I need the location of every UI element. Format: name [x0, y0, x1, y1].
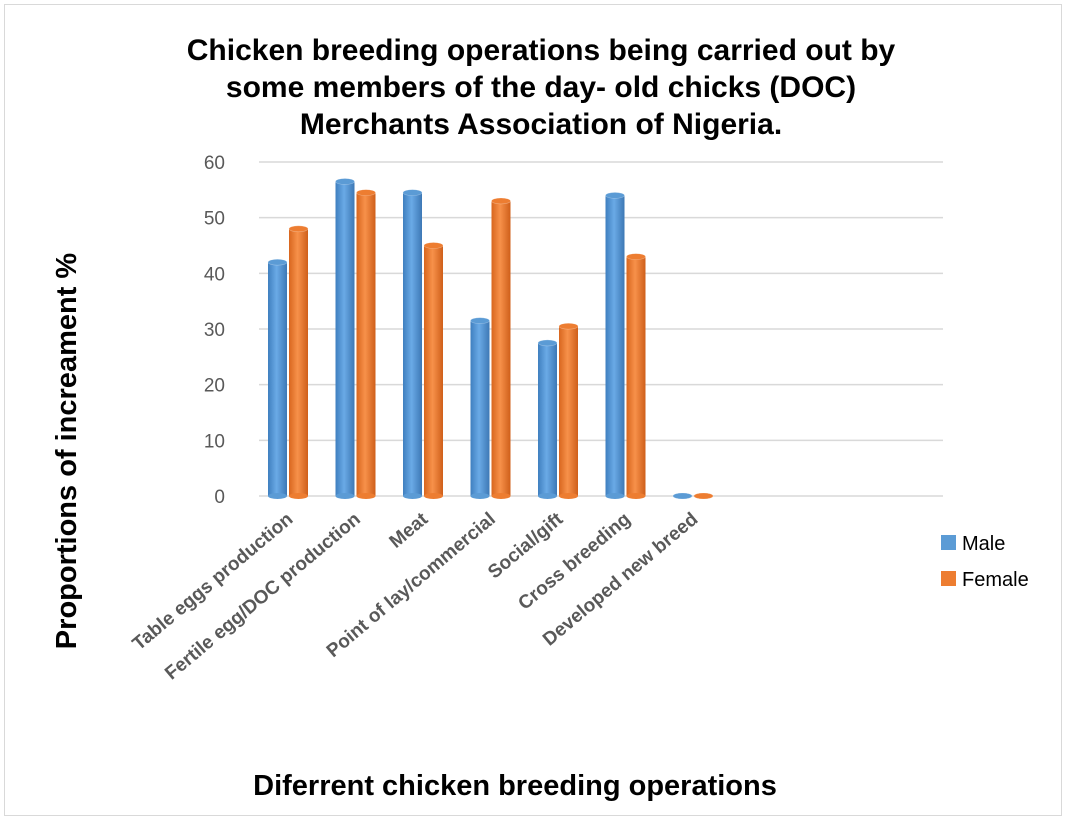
bar-male-6 [672, 492, 693, 500]
bar-male-0 [267, 258, 288, 499]
legend-swatch-male [941, 535, 956, 550]
chart-title: Chicken breeding operations being carrie… [187, 34, 896, 141]
legend-item-female: Female [941, 569, 1029, 591]
x-tick-label: Cross breeding [514, 509, 634, 615]
bar-male-4 [537, 339, 558, 499]
y-tick-label: 60 [204, 153, 225, 174]
bar-female-0 [288, 225, 309, 499]
y-axis-ticks: 0 10 20 30 40 50 60 [204, 153, 225, 508]
legend-item-male: Male [941, 533, 1005, 555]
chart-title-line-2: some members of the day- old chicks (DOC… [226, 71, 856, 104]
bar-male-5 [605, 192, 625, 499]
bar-female-1 [356, 189, 376, 499]
y-tick-label: 50 [204, 209, 225, 230]
chart-title-line-1: Chicken breeding operations being carrie… [187, 34, 896, 67]
bar-female-4 [558, 322, 579, 499]
bar-male-3 [470, 317, 490, 499]
y-tick-label: 30 [204, 320, 225, 341]
legend: Male Female [941, 533, 1029, 591]
bar-female-3 [491, 197, 511, 499]
bar-chart: Chicken breeding operations being carrie… [51, 34, 1029, 802]
x-axis-title: Diferrent chicken breeding operations [253, 770, 777, 802]
legend-swatch-female [941, 571, 956, 586]
bar-female-2 [423, 242, 444, 499]
legend-label: Male [962, 533, 1005, 555]
y-tick-label: 40 [204, 264, 225, 285]
chart-title-line-3: Merchants Association of Nigeria. [300, 108, 782, 141]
bar-male-2 [402, 189, 423, 499]
bars [267, 178, 714, 500]
legend-label: Female [962, 569, 1029, 591]
chart-frame: Chicken breeding operations being carrie… [4, 4, 1062, 816]
bar-female-6 [693, 492, 714, 500]
bar-female-5 [626, 253, 646, 499]
y-tick-label: 20 [204, 376, 225, 397]
x-tick-label: Meat [386, 508, 433, 552]
y-axis-title: Proportions of increament % [51, 253, 83, 650]
y-tick-label: 10 [204, 431, 225, 452]
y-tick-label: 0 [214, 487, 225, 508]
bar-male-1 [335, 178, 355, 499]
